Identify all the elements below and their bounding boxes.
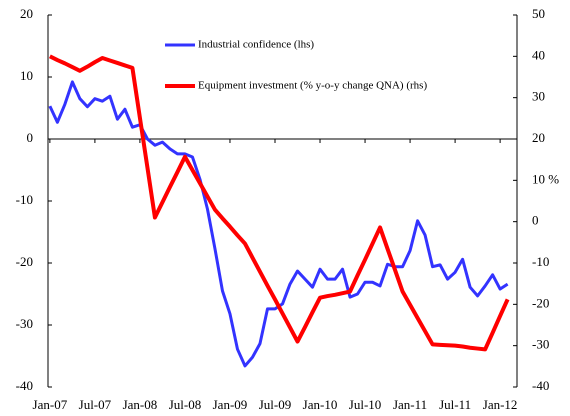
x-tick-label: Jul-07 bbox=[79, 397, 112, 412]
y2-tick-label: 10 % bbox=[532, 171, 559, 186]
y2-tick-label: -30 bbox=[532, 337, 549, 352]
series-line bbox=[48, 54, 510, 352]
y-tick-label: 0 bbox=[27, 130, 34, 145]
y2-tick-label: 30 bbox=[532, 89, 545, 104]
x-tick-label: Jan-07 bbox=[33, 397, 68, 412]
series-line bbox=[48, 80, 509, 368]
legend-label: Industrial confidence (lhs) bbox=[198, 39, 314, 51]
x-tick-label: Jul-09 bbox=[259, 397, 292, 412]
y2-tick-label: 0 bbox=[532, 213, 539, 228]
y-tick-label: -10 bbox=[16, 192, 33, 207]
y2-tick-label: -40 bbox=[532, 378, 549, 393]
x-tick-label: Jan-09 bbox=[213, 397, 248, 412]
y-tick-label: 20 bbox=[20, 6, 33, 21]
y2-tick-label: 40 bbox=[532, 47, 545, 62]
x-tick-label: Jan-08 bbox=[123, 397, 158, 412]
x-tick-label: Jul-11 bbox=[439, 397, 471, 412]
x-tick-label: Jan-10 bbox=[303, 397, 338, 412]
y2-tick-label: -20 bbox=[532, 295, 549, 310]
y2-tick-label: -10 bbox=[532, 254, 549, 269]
y2-tick-label: 50 bbox=[532, 6, 545, 21]
x-tick-label: Jan-12 bbox=[483, 397, 518, 412]
y2-tick-label: 20 bbox=[532, 130, 545, 145]
x-tick-label: Jul-08 bbox=[169, 397, 202, 412]
x-tick-label: Jan-11 bbox=[393, 397, 427, 412]
y-tick-label: 10 bbox=[20, 68, 33, 83]
legend-label: Equipment investment (% y-o-y change QNA… bbox=[198, 80, 427, 92]
y-tick-label: -20 bbox=[16, 254, 33, 269]
y-tick-label: -30 bbox=[16, 316, 33, 331]
x-tick-label: Jul-10 bbox=[349, 397, 382, 412]
y-tick-label: -40 bbox=[16, 378, 33, 393]
